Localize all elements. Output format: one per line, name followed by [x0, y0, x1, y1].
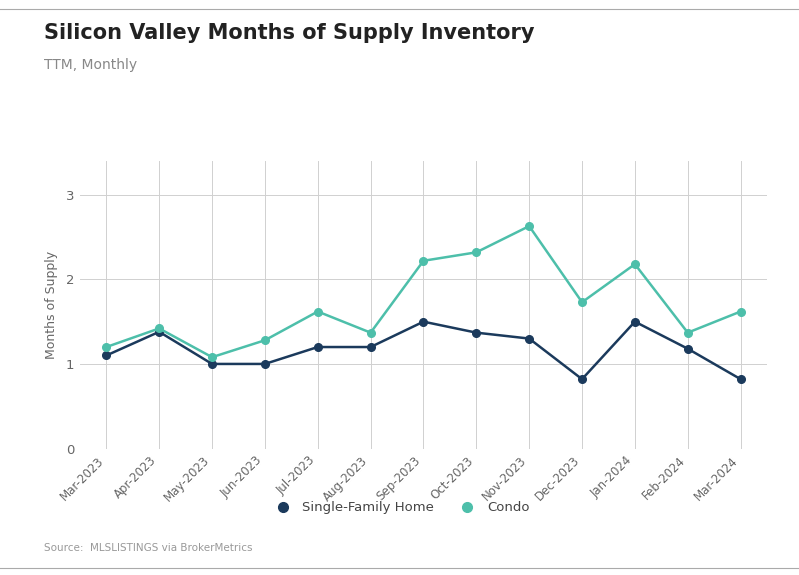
Single-Family Home: [366, 344, 376, 351]
Single-Family Home: [154, 328, 164, 335]
Text: Source:  MLSLISTINGS via BrokerMetrics: Source: MLSLISTINGS via BrokerMetrics: [44, 543, 252, 553]
Condo: [471, 249, 481, 256]
Condo: [683, 329, 693, 336]
Condo: [313, 308, 323, 315]
Condo: [101, 344, 111, 351]
Condo: [736, 308, 745, 315]
Legend: Single-Family Home, Condo: Single-Family Home, Condo: [264, 496, 535, 520]
Single-Family Home: [471, 329, 481, 336]
Single-Family Home: [577, 375, 586, 382]
Line: Condo: Condo: [102, 223, 745, 361]
Single-Family Home: [207, 361, 217, 367]
Single-Family Home: [630, 318, 640, 325]
Condo: [577, 299, 586, 306]
Y-axis label: Months of Supply: Months of Supply: [45, 251, 58, 359]
Line: Single-Family Home: Single-Family Home: [102, 318, 745, 383]
Single-Family Home: [419, 318, 428, 325]
Condo: [366, 329, 376, 336]
Text: TTM, Monthly: TTM, Monthly: [44, 58, 137, 71]
Condo: [630, 260, 640, 267]
Condo: [154, 325, 164, 332]
Condo: [419, 258, 428, 264]
Single-Family Home: [683, 345, 693, 352]
Single-Family Home: [313, 344, 323, 351]
Single-Family Home: [101, 352, 111, 359]
Condo: [207, 354, 217, 361]
Single-Family Home: [736, 375, 745, 382]
Single-Family Home: [524, 335, 534, 342]
Single-Family Home: [260, 361, 270, 367]
Condo: [260, 337, 270, 344]
Condo: [524, 223, 534, 229]
Text: Silicon Valley Months of Supply Inventory: Silicon Valley Months of Supply Inventor…: [44, 23, 535, 43]
